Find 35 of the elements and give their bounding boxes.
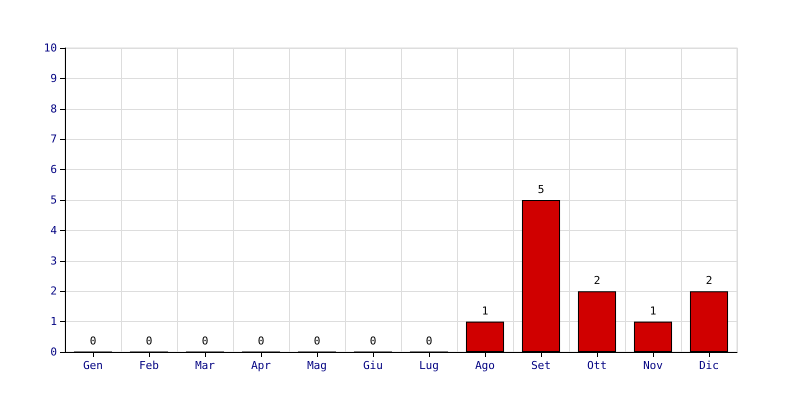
x-tick-label: Dic	[699, 359, 719, 372]
x-tick-label: Feb	[139, 359, 159, 372]
x-tick-label: Gen	[83, 359, 103, 372]
data-label: 0	[258, 334, 264, 348]
data-label: 1	[482, 304, 488, 318]
x-tick-label: Mar	[195, 359, 216, 372]
y-tick-label: 2	[50, 284, 57, 298]
data-label: 0	[202, 334, 208, 348]
data-label: 2	[706, 274, 712, 288]
y-tick-label: 6	[50, 163, 57, 176]
data-label: 0	[314, 334, 320, 348]
y-tick-label: 1	[50, 315, 57, 328]
y-tick-label: 10	[44, 42, 57, 54]
y-tick-label: 3	[50, 254, 57, 268]
x-tick-label: Ago	[475, 359, 495, 372]
data-label: 0	[370, 334, 376, 348]
data-label: 2	[594, 274, 600, 288]
y-tick-label: 7	[50, 132, 57, 146]
y-tick-label: 4	[50, 224, 58, 237]
y-tick-label: 5	[50, 194, 57, 206]
data-label: 0	[90, 334, 96, 348]
x-tick-label: Mag	[307, 359, 327, 372]
data-label: 0	[426, 334, 432, 348]
data-label: 5	[538, 183, 544, 196]
x-tick-label: Ott	[587, 359, 607, 372]
x-tick-label: Lug	[419, 359, 439, 372]
y-tick-label: 9	[50, 72, 57, 85]
x-tick-label: Nov	[643, 359, 664, 372]
x-tick-label: Giu	[363, 359, 383, 372]
y-tick-label: 0	[50, 346, 57, 358]
y-tick-label: 8	[50, 102, 57, 116]
x-tick-label: Set	[531, 359, 551, 372]
x-tick-label: Apr	[251, 359, 272, 372]
data-label: 1	[650, 304, 656, 318]
data-label: 0	[146, 334, 152, 348]
